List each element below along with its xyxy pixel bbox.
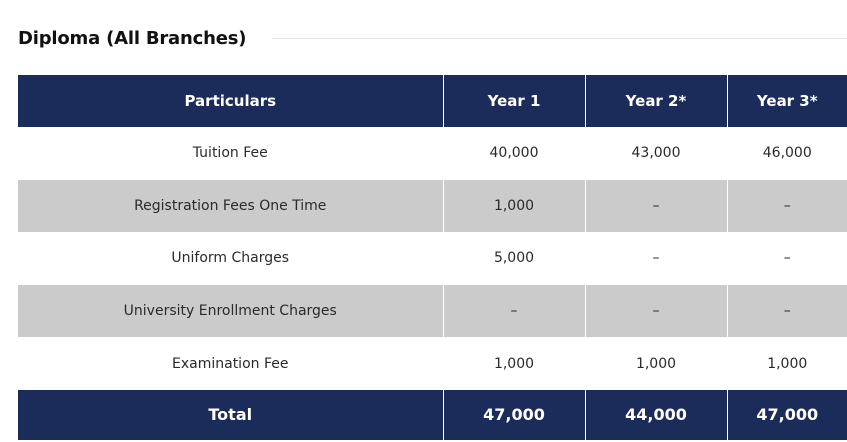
fee-table-header: Particulars Year 1 Year 2* Year 3* [18, 75, 847, 127]
cell-year-3: – [783, 250, 791, 267]
header-year-2: Year 2* [585, 75, 728, 127]
cell-year-3: – [783, 197, 791, 214]
cell-year-1: 1,000 [443, 179, 586, 233]
cell-year-3: 46,000 [762, 145, 812, 162]
fee-table-footer: Total 47,000 44,000 47,000 [18, 389, 847, 440]
total-year-2: 44,000 [585, 389, 728, 440]
cell-year-3: – [783, 303, 791, 320]
header-row: Particulars Year 1 Year 2* Year 3* [18, 75, 847, 127]
fee-table: Particulars Year 1 Year 2* Year 3* Tuiti… [18, 75, 847, 440]
cell-particular: University Enrollment Charges [18, 284, 444, 338]
cell-year-1: 1,000 [443, 337, 586, 390]
cell-year-2: – [585, 232, 728, 285]
cell-particular: Registration Fees One Time [18, 179, 444, 233]
cell-year-1: 5,000 [443, 232, 586, 285]
header-particulars: Particulars [18, 75, 444, 127]
cell-year-1: 40,000 [443, 127, 586, 180]
table-row: University Enrollment Charges – – – [18, 284, 847, 338]
heading-divider [272, 37, 847, 39]
cell-year-2: – [585, 179, 728, 233]
section-header: Diploma (All Branches) [18, 24, 847, 52]
cell-year-2: 43,000 [585, 127, 728, 180]
table-row: Registration Fees One Time 1,000 – – [18, 179, 847, 233]
table-row: Examination Fee 1,000 1,000 1,000 [18, 337, 847, 390]
header-year-1: Year 1 [443, 75, 586, 127]
fee-table-body: Tuition Fee 40,000 43,000 46,000 Registr… [18, 127, 847, 390]
cell-particular: Examination Fee [18, 337, 444, 390]
table-row: Uniform Charges 5,000 – – [18, 232, 847, 285]
cell-particular: Uniform Charges [18, 232, 444, 285]
section-title: Diploma (All Branches) [18, 27, 247, 49]
header-year-3: Year 3* [756, 92, 818, 110]
cell-particular: Tuition Fee [18, 127, 444, 180]
total-label: Total [18, 389, 444, 440]
table-row: Tuition Fee 40,000 43,000 46,000 [18, 127, 847, 180]
total-year-3: 47,000 [756, 405, 819, 425]
cell-year-3: 1,000 [767, 355, 808, 372]
total-year-1: 47,000 [443, 389, 586, 440]
cell-year-2: 1,000 [585, 337, 728, 390]
cell-year-1: – [443, 284, 586, 338]
total-row: Total 47,000 44,000 47,000 [18, 389, 847, 440]
cell-year-2: – [585, 284, 728, 338]
